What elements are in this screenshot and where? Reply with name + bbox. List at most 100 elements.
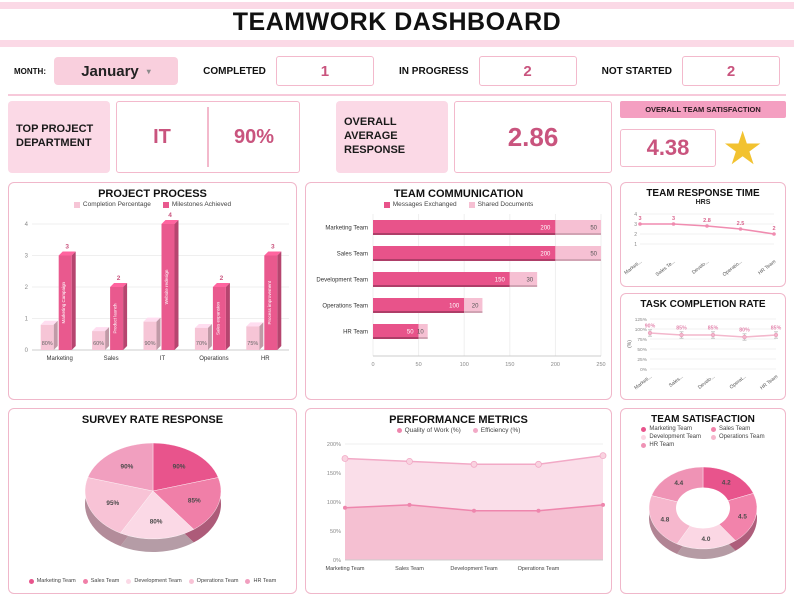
task-completion-rate-title: TASK COMPLETION RATE — [640, 299, 766, 310]
svg-text:0%: 0% — [640, 367, 648, 373]
legend-item: Milestones Achieved — [162, 201, 232, 208]
legend-label: Marketing Team — [36, 578, 76, 584]
kpi-row: MONTH: January ▾ COMPLETED 1 IN PROGRESS… — [14, 53, 780, 89]
legend-swatch — [641, 442, 647, 448]
svg-text:150: 150 — [505, 362, 514, 368]
svg-text:(%): (%) — [627, 340, 633, 348]
svg-text:HR Team: HR Team — [759, 374, 779, 392]
legend-item: Development Team — [126, 578, 182, 584]
legend-label: Sales Team — [719, 426, 751, 432]
divider — [8, 94, 786, 96]
legend-item: Messages Exchanged — [383, 201, 457, 208]
panel-task-completion-rate: TASK COMPLETION RATE 0% 25% 50% 75% 100% 125%… — [620, 293, 786, 400]
team-satisfaction-chart: 4.2 4.5 4.0 4.8 4.4 — [648, 466, 758, 559]
month-select[interactable]: January ▾ — [54, 57, 178, 85]
legend-label: Development Team — [649, 434, 701, 440]
svg-text:Marketi...: Marketi... — [633, 374, 653, 391]
top-project-box: IT 90% — [116, 101, 300, 173]
svg-text:Development Team: Development Team — [316, 278, 368, 284]
legend-swatch — [468, 201, 475, 208]
project-process-chart: 0 1 2 3 4 80% 3 Marketing Campaign Marketing 60% 2… — [25, 212, 289, 362]
legend-swatch — [383, 201, 390, 208]
svg-text:85%: 85% — [676, 326, 687, 332]
overall-response-label: OVERALL AVERAGE RESPONSE — [336, 101, 448, 173]
svg-text:90%: 90% — [144, 341, 155, 347]
month-label: MONTH: — [14, 66, 46, 76]
kpi-in-progress-value: 2 — [478, 56, 577, 86]
kpi-in-progress: IN PROGRESS 2 — [399, 56, 577, 86]
kpi-completed: COMPLETED 1 — [203, 56, 374, 86]
svg-text:Marketing Campaign: Marketing Campaign — [61, 281, 66, 323]
svg-text:Sales Te...: Sales Te... — [655, 259, 677, 278]
legend-label: Quality of Work (%) — [404, 427, 461, 434]
overall-response-value: 2.86 — [454, 101, 612, 173]
svg-text:4.4: 4.4 — [674, 480, 683, 487]
legend-swatch — [82, 578, 88, 584]
satisfaction-label: OVERALL TEAM SATISFACTION — [620, 101, 786, 118]
kpi-completed-label: COMPLETED — [203, 65, 266, 77]
team-satisfaction-legend: Marketing Team Sales Team Development Team… — [624, 426, 782, 448]
legend-swatch — [641, 426, 647, 432]
svg-text:50%: 50% — [330, 529, 341, 535]
legend-swatch — [126, 578, 132, 584]
svg-text:Marketi...: Marketi... — [624, 259, 643, 276]
task-completion-rate-chart: 0% 25% 50% 75% 100% 125% (%) 90% Marketi... 85% Sa… — [627, 317, 782, 392]
legend-label: Completion Percentage — [82, 201, 151, 208]
summary-row: TOP PROJECT DEPARTMENT IT 90% OVERALL AV… — [8, 101, 786, 173]
panel-survey-rate-response: SURVEY RATE RESPONSE 90% 85% 80% 95% 90% Mar… — [8, 408, 297, 594]
svg-text:50: 50 — [590, 226, 597, 232]
svg-text:0: 0 — [25, 348, 29, 354]
legend-swatch — [711, 426, 716, 432]
svg-text:90%: 90% — [121, 463, 134, 470]
svg-text:60%: 60% — [93, 341, 104, 347]
vertical-divider — [207, 107, 209, 167]
svg-text:Process improvement: Process improvement — [267, 280, 272, 324]
svg-text:2: 2 — [220, 275, 224, 282]
svg-text:3: 3 — [271, 244, 275, 251]
svg-text:50: 50 — [407, 330, 414, 336]
legend-label: HR Team — [253, 578, 277, 584]
legend-item: HR Team — [245, 578, 276, 584]
svg-text:4: 4 — [168, 212, 172, 219]
svg-text:100: 100 — [449, 304, 460, 310]
satisfaction-value: 4.38 — [620, 129, 716, 167]
svg-text:100: 100 — [460, 362, 469, 368]
svg-text:10: 10 — [417, 330, 424, 336]
svg-text:2: 2 — [634, 232, 637, 238]
svg-text:Sales...: Sales... — [668, 374, 685, 389]
svg-text:0%: 0% — [333, 558, 341, 564]
legend-swatch — [245, 578, 251, 584]
legend-label: Operations Team — [196, 578, 239, 584]
svg-text:Operations: Operations — [199, 356, 228, 362]
team-response-time-title: TEAM RESPONSE TIME — [646, 188, 760, 199]
team-communication-legend: Messages Exchanged Shared Documents — [309, 201, 608, 208]
svg-text:80%: 80% — [150, 519, 163, 526]
svg-text:100%: 100% — [635, 327, 648, 333]
svg-text:Develo...: Develo... — [697, 374, 716, 391]
svg-text:2: 2 — [117, 275, 121, 282]
svg-text:HR Team: HR Team — [343, 330, 368, 336]
svg-text:4: 4 — [25, 222, 29, 228]
svg-text:85%: 85% — [188, 498, 201, 505]
svg-text:2.5: 2.5 — [737, 221, 745, 227]
svg-text:30: 30 — [526, 278, 533, 284]
legend-item: Quality of Work (%) — [396, 427, 461, 434]
svg-text:50%: 50% — [637, 347, 647, 353]
svg-text:Operatio...: Operatio... — [722, 259, 744, 278]
panel-team-communication: TEAM COMMUNICATION Messages Exchanged Sha… — [305, 182, 612, 400]
svg-text:85%: 85% — [771, 326, 782, 332]
legend-item: Operations Team — [711, 434, 765, 440]
svg-text:HR: HR — [261, 356, 270, 362]
decor-band-top — [0, 2, 794, 9]
legend-label: Efficiency (%) — [480, 427, 521, 434]
svg-text:95%: 95% — [106, 500, 119, 507]
survey-rate-response-title: SURVEY RATE RESPONSE — [81, 414, 224, 426]
legend-label: Milestones Achieved — [171, 201, 232, 208]
legend-swatch — [188, 578, 194, 584]
svg-text:25%: 25% — [637, 357, 647, 363]
team-communication-title: TEAM COMMUNICATION — [393, 188, 524, 200]
svg-text:Marketing Team: Marketing Team — [325, 566, 364, 572]
legend-label: Sales Team — [90, 578, 120, 584]
